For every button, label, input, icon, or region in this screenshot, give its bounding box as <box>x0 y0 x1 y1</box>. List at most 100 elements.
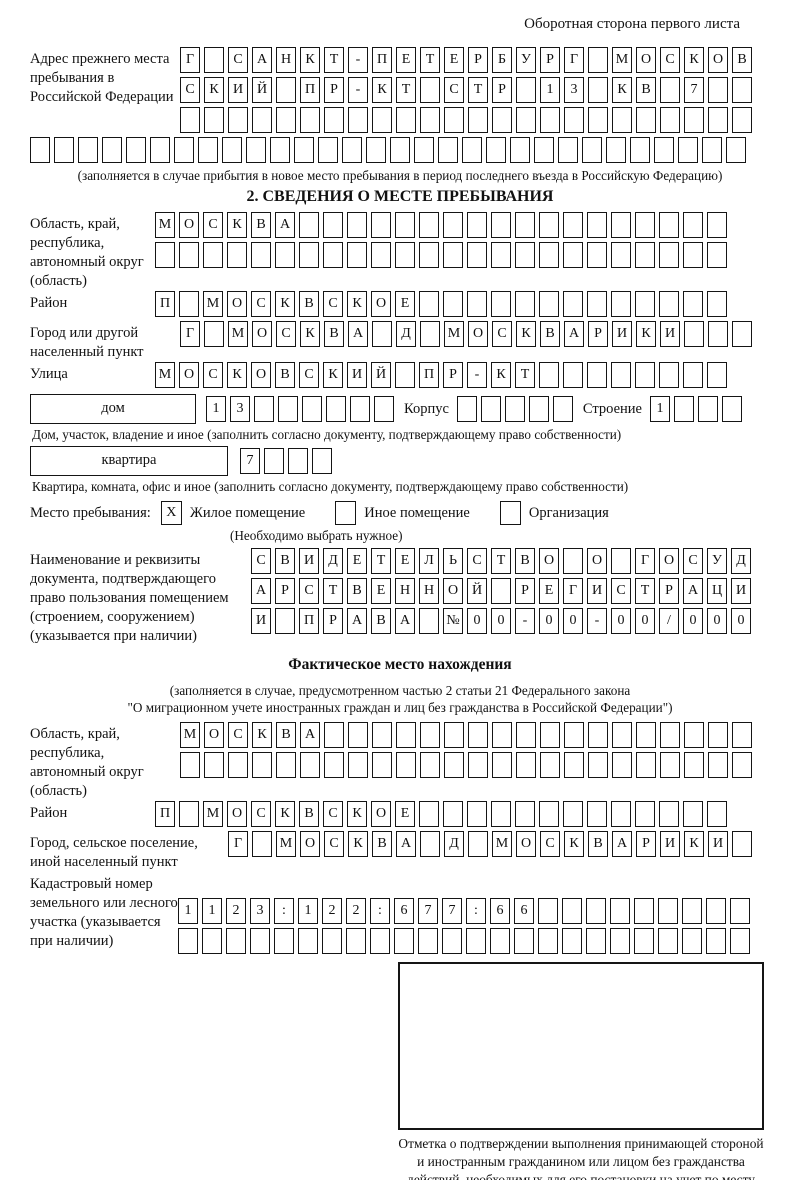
char-box[interactable] <box>516 722 536 748</box>
char-box[interactable] <box>275 608 295 634</box>
char-box[interactable] <box>312 448 332 474</box>
char-box[interactable] <box>246 137 266 163</box>
char-box[interactable] <box>228 752 248 778</box>
char-box[interactable] <box>420 831 440 857</box>
char-box[interactable] <box>300 752 320 778</box>
char-box[interactable]: - <box>467 362 487 388</box>
char-box[interactable]: Д <box>396 321 416 347</box>
char-box[interactable]: М <box>276 831 296 857</box>
char-box[interactable]: - <box>587 608 607 634</box>
char-box[interactable] <box>491 578 511 604</box>
char-box[interactable] <box>683 212 703 238</box>
char-box[interactable]: Е <box>347 548 367 574</box>
char-box[interactable]: № <box>443 608 463 634</box>
char-box[interactable] <box>635 242 655 268</box>
char-box[interactable] <box>443 212 463 238</box>
char-box[interactable] <box>302 396 322 422</box>
char-box[interactable] <box>254 396 274 422</box>
char-box[interactable] <box>299 242 319 268</box>
char-box[interactable] <box>702 137 722 163</box>
char-box[interactable] <box>659 242 679 268</box>
char-box[interactable] <box>684 752 704 778</box>
char-box[interactable] <box>682 928 702 954</box>
char-box[interactable]: И <box>660 321 680 347</box>
char-box[interactable] <box>444 722 464 748</box>
char-box[interactable] <box>444 752 464 778</box>
char-box[interactable]: С <box>323 291 343 317</box>
char-box[interactable] <box>419 608 439 634</box>
char-box[interactable]: В <box>275 362 295 388</box>
char-box[interactable] <box>396 752 416 778</box>
char-box[interactable]: О <box>659 548 679 574</box>
char-box[interactable]: С <box>228 47 248 73</box>
char-box[interactable] <box>683 801 703 827</box>
char-box[interactable]: А <box>251 578 271 604</box>
char-box[interactable] <box>659 212 679 238</box>
char-box[interactable] <box>342 137 362 163</box>
char-box[interactable] <box>54 137 74 163</box>
char-box[interactable] <box>252 831 272 857</box>
char-box[interactable]: С <box>251 548 271 574</box>
char-box[interactable]: И <box>347 362 367 388</box>
char-box[interactable]: 3 <box>564 77 584 103</box>
char-box[interactable] <box>660 752 680 778</box>
char-box[interactable] <box>586 898 606 924</box>
char-box[interactable]: Т <box>468 77 488 103</box>
char-box[interactable]: Е <box>395 548 415 574</box>
char-box[interactable]: С <box>228 722 248 748</box>
char-box[interactable]: 1 <box>178 898 198 924</box>
char-box[interactable]: В <box>251 212 271 238</box>
char-box[interactable] <box>326 396 346 422</box>
char-box[interactable]: К <box>347 291 367 317</box>
char-box[interactable] <box>730 898 750 924</box>
char-box[interactable] <box>515 801 535 827</box>
char-box[interactable]: 1 <box>202 898 222 924</box>
char-box[interactable] <box>636 107 656 133</box>
char-box[interactable]: 0 <box>467 608 487 634</box>
char-box[interactable] <box>443 291 463 317</box>
char-box[interactable] <box>462 137 482 163</box>
char-box[interactable]: А <box>395 608 415 634</box>
char-box[interactable] <box>564 107 584 133</box>
char-box[interactable] <box>659 801 679 827</box>
char-box[interactable] <box>708 321 728 347</box>
char-box[interactable] <box>635 362 655 388</box>
char-box[interactable]: 1 <box>649 396 670 422</box>
char-box[interactable]: - <box>348 47 368 73</box>
char-box[interactable] <box>707 801 727 827</box>
checkbox-other-premises[interactable] <box>335 501 357 525</box>
char-box[interactable]: : <box>274 898 294 924</box>
char-box[interactable] <box>179 801 199 827</box>
char-box[interactable] <box>732 831 752 857</box>
char-box[interactable] <box>204 321 224 347</box>
char-box[interactable] <box>468 107 488 133</box>
char-box[interactable]: - <box>348 77 368 103</box>
char-box[interactable] <box>504 396 525 422</box>
char-box[interactable]: С <box>444 77 464 103</box>
char-box[interactable] <box>30 137 50 163</box>
char-box[interactable] <box>588 107 608 133</box>
char-box[interactable] <box>204 752 224 778</box>
char-box[interactable] <box>443 801 463 827</box>
char-box[interactable] <box>396 107 416 133</box>
char-box[interactable]: В <box>347 578 367 604</box>
char-box[interactable] <box>732 321 752 347</box>
char-box[interactable] <box>682 898 702 924</box>
char-box[interactable] <box>587 212 607 238</box>
char-box[interactable] <box>563 242 583 268</box>
char-box[interactable]: Р <box>443 362 463 388</box>
char-box[interactable] <box>126 137 146 163</box>
char-box[interactable]: 0 <box>539 608 559 634</box>
char-box[interactable]: 6 <box>514 898 534 924</box>
char-box[interactable]: М <box>444 321 464 347</box>
char-box[interactable] <box>394 928 414 954</box>
char-box[interactable]: Р <box>323 608 343 634</box>
char-box[interactable] <box>486 137 506 163</box>
char-box[interactable] <box>660 722 680 748</box>
char-box[interactable] <box>610 898 630 924</box>
char-box[interactable] <box>202 928 222 954</box>
char-box[interactable] <box>659 291 679 317</box>
char-box[interactable]: Н <box>276 47 296 73</box>
char-box[interactable] <box>539 291 559 317</box>
char-box[interactable]: Й <box>252 77 272 103</box>
